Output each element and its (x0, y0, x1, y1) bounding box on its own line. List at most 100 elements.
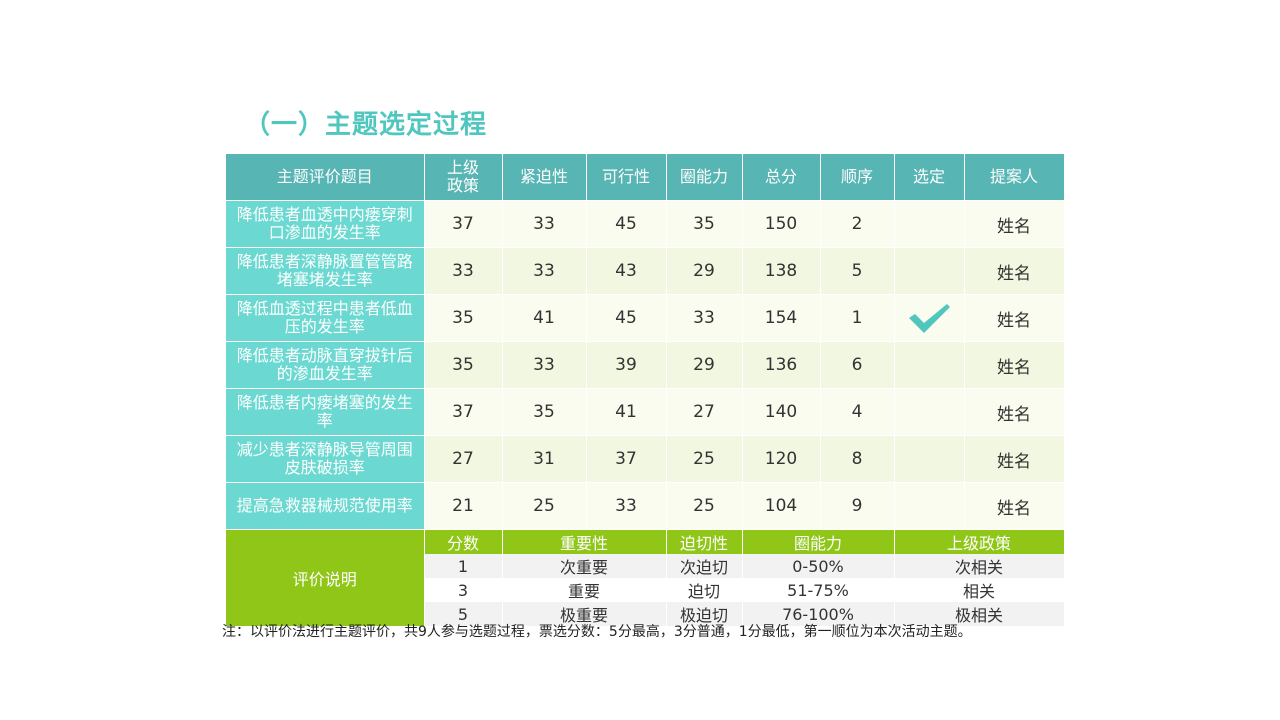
eval-header-policy: 上级政策 (894, 529, 1065, 554)
header-order: 顺序 (820, 154, 895, 201)
capability-score: 25 (666, 435, 743, 483)
total-score: 138 (742, 247, 821, 295)
topic-cell: 降低患者血透中内瘘穿刺口渗血的发生率 (226, 200, 425, 248)
eval-header-capability: 圈能力 (742, 529, 895, 554)
policy-score: 37 (424, 388, 503, 436)
topic-cell: 降低患者深静脉置管管路堵塞堵发生率 (226, 247, 425, 295)
header-capability: 圈能力 (666, 154, 743, 201)
header-topic: 主题评价题目 (226, 154, 425, 201)
table-row: 降低患者血透中内瘘穿刺口渗血的发生率 37 33 45 35 150 2 姓名 (226, 200, 1065, 248)
urgency-score: 41 (502, 294, 587, 342)
selected-cell (894, 294, 965, 342)
footnote: 注：以评价法进行主题评价，共9人参与选题过程，票选分数：5分最高，3分普通，1分… (222, 624, 972, 640)
policy-score: 21 (424, 482, 503, 530)
feasibility-score: 39 (586, 341, 667, 389)
eval-header-score: 分数 (424, 529, 503, 554)
topic-cell: 降低患者动脉直穿拔针后的渗血发生率 (226, 341, 425, 389)
feasibility-score: 45 (586, 294, 667, 342)
order-rank: 6 (820, 341, 895, 389)
eval-score: 5 (424, 602, 503, 626)
capability-score: 29 (666, 247, 743, 295)
eval-capability: 76-100% (742, 602, 895, 626)
order-rank: 8 (820, 435, 895, 483)
topic-cell: 降低患者内瘘堵塞的发生率 (226, 388, 425, 436)
feasibility-score: 45 (586, 200, 667, 248)
table-row: 提高急救器械规范使用率 21 25 33 25 104 9 姓名 (226, 482, 1065, 530)
policy-score: 27 (424, 435, 503, 483)
total-score: 136 (742, 341, 821, 389)
evaluation-row: 5 极重要 极迫切 76-100% 极相关 (226, 602, 1065, 626)
total-score: 104 (742, 482, 821, 530)
eval-score: 1 (424, 554, 503, 578)
eval-urgency: 极迫切 (666, 602, 743, 626)
total-score: 150 (742, 200, 821, 248)
selected-cell (894, 200, 965, 248)
proposer-name: 姓名 (964, 247, 1065, 295)
urgency-score: 33 (502, 247, 587, 295)
order-rank: 5 (820, 247, 895, 295)
selected-cell (894, 388, 965, 436)
eval-policy: 次相关 (894, 554, 1065, 578)
capability-score: 29 (666, 341, 743, 389)
capability-score: 27 (666, 388, 743, 436)
evaluation-row: 3 重要 迫切 51-75% 相关 (226, 578, 1065, 602)
total-score: 120 (742, 435, 821, 483)
proposer-name: 姓名 (964, 294, 1065, 342)
eval-importance: 极重要 (502, 602, 667, 626)
evaluation-row: 1 次重要 次迫切 0-50% 次相关 (226, 554, 1065, 578)
capability-score: 25 (666, 482, 743, 530)
header-proposer: 提案人 (964, 154, 1065, 201)
header-feasibility: 可行性 (586, 154, 667, 201)
urgency-score: 33 (502, 341, 587, 389)
evaluation-header-row: 评价说明 分数 重要性 迫切性 圈能力 上级政策 (226, 529, 1065, 626)
header-policy-text: 上级 政策 (446, 158, 479, 195)
eval-score: 3 (424, 578, 503, 602)
policy-score: 37 (424, 200, 503, 248)
selected-cell (894, 435, 965, 483)
proposer-name: 姓名 (964, 200, 1065, 248)
evaluation-label: 评价说明 (226, 529, 425, 626)
proposer-name: 姓名 (964, 482, 1065, 530)
eval-importance: 重要 (502, 578, 667, 602)
table-row: 降低患者动脉直穿拔针后的渗血发生率 35 33 39 29 136 6 姓名 (226, 341, 1065, 389)
urgency-score: 25 (502, 482, 587, 530)
eval-capability: 51-75% (742, 578, 895, 602)
total-score: 140 (742, 388, 821, 436)
order-rank: 9 (820, 482, 895, 530)
topic-cell: 降低血透过程中患者低血压的发生率 (226, 294, 425, 342)
proposer-name: 姓名 (964, 435, 1065, 483)
capability-score: 33 (666, 294, 743, 342)
feasibility-score: 33 (586, 482, 667, 530)
page-title: （一）主题选定过程 (244, 110, 488, 140)
order-rank: 1 (820, 294, 895, 342)
selected-cell (894, 247, 965, 295)
urgency-score: 31 (502, 435, 587, 483)
eval-capability: 0-50% (742, 554, 895, 578)
proposer-name: 姓名 (964, 388, 1065, 436)
urgency-score: 33 (502, 200, 587, 248)
feasibility-score: 41 (586, 388, 667, 436)
topic-selection-table: 主题评价题目 上级 政策 紧迫性 可行性 圈能力 总分 顺序 选定 提案人 降低… (226, 154, 1065, 626)
header-urgency: 紧迫性 (502, 154, 587, 201)
capability-score: 35 (666, 200, 743, 248)
urgency-score: 35 (502, 388, 587, 436)
checkmark-icon (909, 304, 950, 333)
table-row: 减少患者深静脉导管周围皮肤破损率 27 31 37 25 120 8 姓名 (226, 435, 1065, 483)
topic-cell: 减少患者深静脉导管周围皮肤破损率 (226, 435, 425, 483)
table-row: 降低患者内瘘堵塞的发生率 37 35 41 27 140 4 姓名 (226, 388, 1065, 436)
eval-urgency: 迫切 (666, 578, 743, 602)
selected-cell (894, 482, 965, 530)
header-policy: 上级 政策 (424, 154, 503, 201)
proposer-name: 姓名 (964, 341, 1065, 389)
total-score: 154 (742, 294, 821, 342)
topic-cell: 提高急救器械规范使用率 (226, 482, 425, 530)
order-rank: 4 (820, 388, 895, 436)
header-selected: 选定 (894, 154, 965, 201)
table-header-row: 主题评价题目 上级 政策 紧迫性 可行性 圈能力 总分 顺序 选定 提案人 (226, 154, 1065, 201)
eval-urgency: 次迫切 (666, 554, 743, 578)
eval-importance: 次重要 (502, 554, 667, 578)
policy-score: 35 (424, 341, 503, 389)
policy-score: 33 (424, 247, 503, 295)
eval-header-importance: 重要性 (502, 529, 667, 554)
feasibility-score: 43 (586, 247, 667, 295)
